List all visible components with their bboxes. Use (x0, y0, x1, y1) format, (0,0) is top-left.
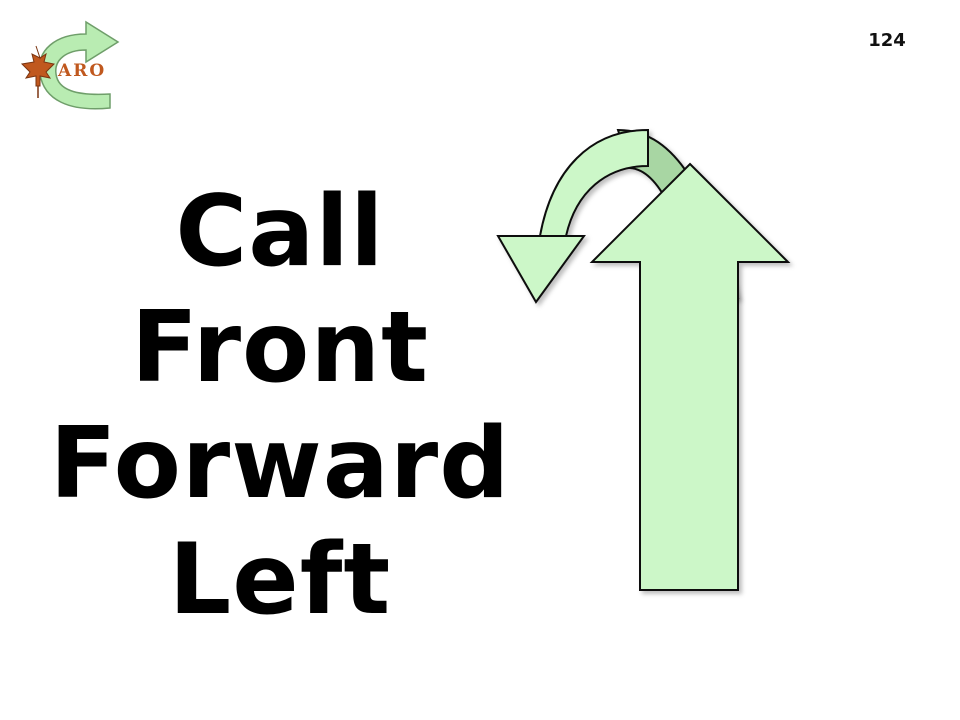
aro-logo-icon: ARO (20, 20, 120, 110)
call-line-1: Call (175, 175, 385, 289)
call-title: Call Front Forward Left (30, 174, 530, 638)
direction-arrows (480, 110, 810, 610)
page-number: 124 (868, 30, 906, 51)
up-arrow-icon (589, 162, 791, 591)
logo: ARO (14, 12, 126, 116)
call-line-4: Left (168, 523, 392, 637)
call-line-3: Forward (49, 407, 511, 521)
call-line-2: Front (131, 291, 429, 405)
logo-text: ARO (57, 61, 106, 81)
curved-arrow-icon (38, 20, 120, 110)
